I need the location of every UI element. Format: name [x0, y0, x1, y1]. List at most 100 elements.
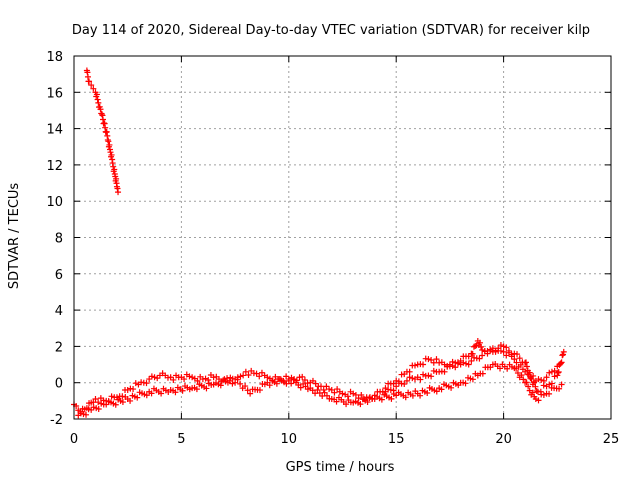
data-point — [478, 343, 485, 350]
data-point — [112, 401, 119, 408]
y-tick-label: 0 — [55, 377, 63, 392]
x-axis-label: GPS time / hours — [286, 460, 395, 475]
data-point — [479, 347, 486, 354]
data-point — [301, 376, 308, 383]
data-point — [247, 390, 254, 397]
data-point — [90, 85, 97, 92]
data-point — [438, 386, 445, 393]
data-point — [417, 376, 424, 383]
data-point — [472, 343, 479, 350]
data-point — [411, 362, 418, 369]
data-point — [358, 391, 365, 398]
data-point — [535, 397, 542, 404]
data-point — [406, 368, 413, 375]
data-point — [528, 376, 535, 383]
data-point — [193, 386, 200, 393]
data-point — [240, 372, 247, 379]
data-point — [321, 389, 328, 396]
data-point — [390, 387, 397, 394]
data-point — [309, 377, 316, 384]
data-point — [524, 371, 531, 378]
data-point — [460, 359, 467, 366]
data-point — [186, 373, 193, 380]
data-point — [551, 373, 558, 380]
data-point — [420, 361, 427, 368]
data-point — [242, 368, 249, 375]
data-point — [420, 371, 427, 378]
data-point — [520, 376, 527, 383]
data-point — [328, 386, 335, 393]
data-point — [479, 370, 486, 377]
data-point — [433, 356, 440, 363]
data-point — [357, 401, 364, 408]
data-point — [333, 398, 340, 405]
data-point — [511, 356, 518, 363]
data-point — [559, 352, 566, 359]
data-point — [540, 391, 547, 398]
data-point — [495, 345, 502, 352]
data-point — [242, 383, 249, 390]
data-point — [463, 360, 470, 367]
data-point — [558, 359, 565, 366]
data-point — [425, 356, 432, 363]
data-point — [538, 376, 545, 383]
data-point — [525, 383, 532, 390]
data-point — [449, 362, 456, 369]
data-point — [441, 368, 448, 375]
data-point — [409, 375, 416, 382]
data-point — [465, 353, 472, 360]
data-point — [323, 383, 330, 390]
data-point — [130, 386, 137, 393]
data-point — [500, 343, 507, 350]
data-point — [409, 392, 416, 399]
data-point — [479, 352, 486, 359]
data-point — [266, 382, 273, 389]
data-point — [554, 363, 561, 370]
data-point — [555, 369, 562, 376]
axis-ticks: 0 5 10 15 20 25 -2 0 2 4 6 8 10 12 14 16 18 — [46, 50, 619, 447]
data-point — [258, 369, 265, 376]
data-point — [469, 376, 476, 383]
grid-lines — [74, 56, 611, 419]
x-tick-label: 0 — [70, 432, 78, 447]
data-point — [402, 394, 409, 401]
data-point — [179, 387, 186, 394]
data-point — [476, 339, 483, 346]
data-point — [514, 351, 521, 358]
x-tick-label: 25 — [603, 432, 620, 447]
data-point — [468, 357, 475, 364]
data-point — [497, 347, 504, 354]
data-point — [217, 382, 224, 389]
data-point — [105, 138, 112, 145]
y-axis-label: SDTVAR / TECUs — [7, 183, 22, 290]
x-tick-label: 10 — [281, 432, 298, 447]
chart-title: Day 114 of 2020, Sidereal Day-to-day VTE… — [72, 23, 590, 38]
data-point — [492, 348, 499, 355]
data-point — [489, 345, 496, 352]
data-point — [318, 383, 325, 390]
data-point — [487, 347, 494, 354]
data-point — [513, 359, 520, 366]
data-point — [127, 397, 134, 404]
data-point — [530, 372, 537, 379]
data-point — [143, 392, 150, 399]
data-point — [526, 387, 533, 394]
data-point — [560, 348, 567, 355]
data-point — [424, 389, 431, 396]
data-point — [234, 376, 241, 383]
data-point — [417, 392, 424, 399]
data-point — [115, 189, 122, 196]
data-point — [476, 355, 483, 362]
data-point — [557, 360, 564, 367]
data-point — [514, 370, 521, 377]
y-tick-label: -2 — [50, 413, 63, 428]
data-point — [151, 374, 158, 381]
data-point — [425, 372, 432, 379]
data-point — [253, 370, 260, 377]
data-point — [378, 396, 385, 403]
data-point — [86, 78, 93, 85]
data-point — [390, 380, 397, 387]
data-point — [560, 351, 567, 358]
data-point — [430, 367, 437, 374]
data-point — [181, 376, 188, 383]
